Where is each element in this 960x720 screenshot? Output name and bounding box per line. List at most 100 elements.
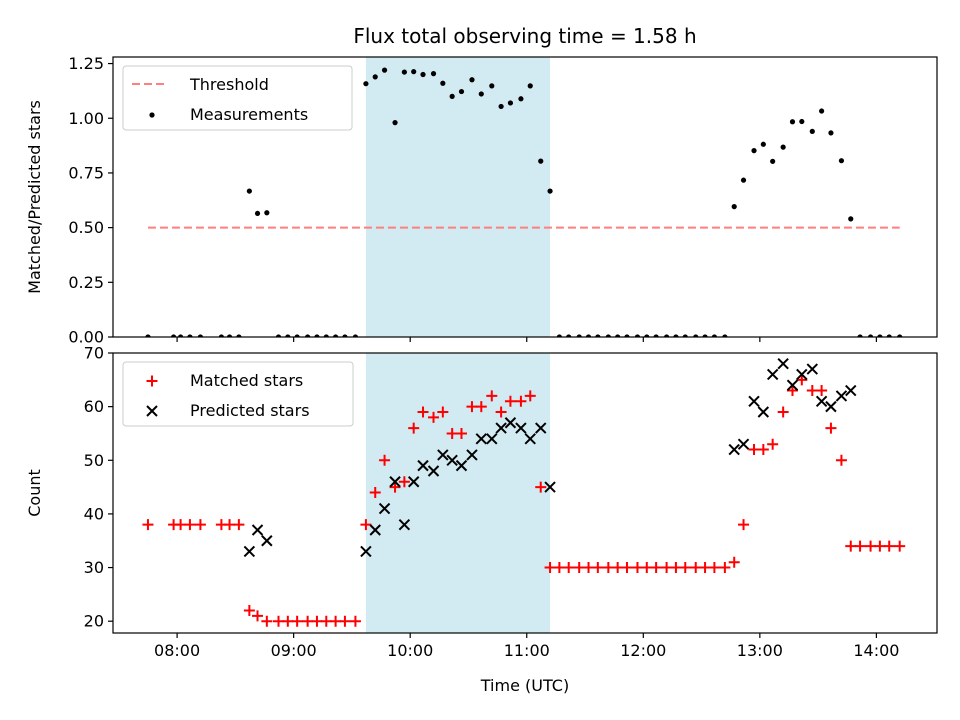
- measurements-point: [576, 334, 582, 337]
- matched-stars-point: [816, 385, 828, 397]
- measurements-point: [547, 188, 553, 194]
- matched-stars-point: [573, 562, 585, 574]
- y-tick-label: 0.75: [68, 163, 104, 182]
- matched-stars-point: [360, 519, 372, 531]
- measurements-point: [770, 158, 776, 164]
- measurements-point: [381, 67, 388, 73]
- predicted-stars-point: [446, 454, 458, 466]
- matched-stars-point: [504, 395, 516, 407]
- predicted-stars-point: [544, 481, 556, 493]
- predicted-stars-point: [360, 545, 372, 558]
- measurements-point: [458, 88, 465, 95]
- legend-box: [122, 65, 353, 131]
- matched-stars-point: [883, 540, 895, 552]
- measurements-point: [693, 334, 699, 337]
- matched-stars-point: [796, 374, 808, 386]
- x-tick-label: 08:00: [154, 641, 200, 660]
- matched-stars-point: [184, 519, 196, 531]
- matched-stars-point: [261, 615, 273, 627]
- matched-stars-point: [894, 540, 906, 552]
- panel-1-marks: [145, 67, 903, 337]
- x-tick-label: 09:00: [271, 641, 317, 660]
- measurements-point: [294, 334, 300, 337]
- x-tick-label: 11:00: [504, 641, 550, 660]
- measurements-point: [187, 334, 193, 337]
- measurements-point: [877, 334, 883, 337]
- measurements-point: [664, 334, 670, 337]
- measurements-point: [352, 334, 359, 337]
- legend-predicted-swatch: [146, 405, 158, 417]
- measurements-point: [653, 334, 659, 337]
- measurements-point: [527, 83, 533, 89]
- measurements-point: [556, 334, 562, 337]
- matched-stars-point: [408, 422, 420, 434]
- matched-stars-point: [650, 562, 662, 574]
- predicted-stars-point: [524, 433, 536, 445]
- matched-stars-point: [835, 454, 847, 466]
- legend-label: Predicted stars: [190, 401, 310, 420]
- matched-stars-point: [874, 540, 886, 552]
- measurements-point: [828, 130, 834, 136]
- predicted-stars-point: [777, 358, 789, 370]
- measurements-point: [789, 119, 796, 125]
- matched-stars-point: [728, 556, 740, 568]
- measurements-point: [411, 69, 417, 75]
- legend-matched-swatch: [146, 375, 158, 387]
- matched-stars-point: [194, 519, 206, 531]
- predicted-stars-point: [728, 443, 740, 456]
- predicted-stars-point: [466, 449, 478, 461]
- measurements-point: [197, 334, 204, 337]
- predicted-stars-point: [417, 459, 429, 472]
- measurements-point: [449, 93, 455, 99]
- predicted-stars-point: [757, 406, 770, 418]
- measurements-point: [218, 334, 224, 337]
- predicted-stars-point: [815, 395, 828, 407]
- y-axis-label: Matched/Predicted stars: [25, 100, 44, 294]
- predicted-stars-point: [475, 433, 488, 445]
- panel-2-highlight-span: [365, 353, 551, 633]
- matched-stars-point: [679, 562, 691, 574]
- measurements-point: [372, 74, 378, 80]
- measurements-point: [673, 334, 679, 337]
- measurements-point: [314, 334, 320, 337]
- predicted-stars-point: [766, 368, 779, 381]
- matched-stars-point: [845, 540, 857, 552]
- predicted-stars-point: [845, 384, 857, 397]
- matched-stars-point: [553, 562, 565, 574]
- matched-stars-point: [224, 519, 236, 531]
- matched-stars-point: [379, 454, 391, 466]
- measurements-point: [145, 334, 151, 337]
- predicted-stars-point: [243, 545, 256, 558]
- measurements-point: [731, 204, 737, 210]
- legend-label: Measurements: [190, 105, 308, 124]
- measurements-point: [780, 144, 786, 150]
- matched-stars-point: [330, 615, 342, 627]
- matched-stars-point: [495, 406, 507, 418]
- matched-stars-point: [369, 486, 381, 498]
- matched-stars-point: [854, 540, 866, 552]
- matched-stars-point: [806, 385, 818, 397]
- matched-stars-point: [175, 519, 187, 531]
- measurements-point: [236, 334, 242, 337]
- matched-stars-point: [349, 615, 361, 627]
- predicted-stars-point: [378, 502, 391, 515]
- matched-stars-point: [428, 411, 440, 423]
- matched-stars-point: [291, 615, 303, 627]
- predicted-stars-point: [504, 417, 517, 429]
- legend-box: [122, 361, 354, 427]
- measurements-point: [342, 334, 348, 337]
- measurements-point: [246, 188, 252, 194]
- measurements-point: [848, 216, 854, 222]
- matched-stars-point: [339, 615, 351, 627]
- predicted-stars-point: [427, 465, 440, 477]
- matched-stars-point: [437, 406, 449, 418]
- matched-stars-point: [641, 562, 653, 574]
- matched-stars-point: [515, 395, 527, 407]
- measurements-point: [711, 334, 717, 337]
- matched-stars-point: [466, 401, 478, 413]
- measurements-point: [722, 334, 728, 337]
- matched-stars-point: [738, 519, 750, 531]
- y-tick-label: 1.25: [68, 54, 104, 73]
- measurements-point: [751, 148, 757, 154]
